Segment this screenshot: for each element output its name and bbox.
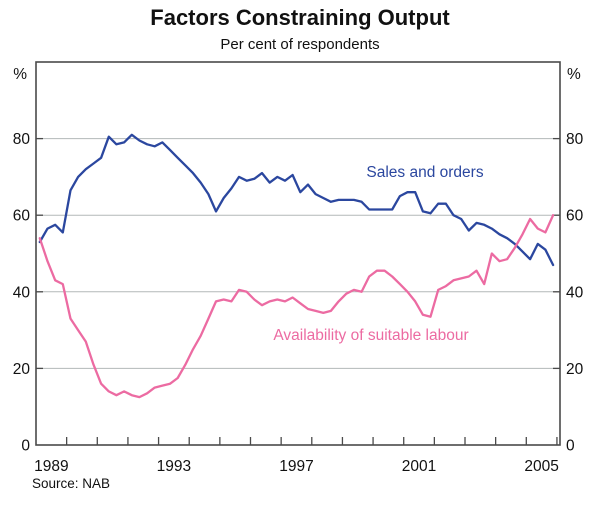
y-tick-label-right-80: 80 xyxy=(566,131,584,148)
x-label-1997: 1997 xyxy=(279,458,313,475)
series-line-0 xyxy=(38,133,555,267)
gridlines-group xyxy=(36,138,560,369)
y-unit-left: % xyxy=(13,66,27,83)
y-tick-labels-group: 0 0 20 20 40 40 60 60 80 80 xyxy=(13,131,584,454)
y-tick-label-right-0: 0 xyxy=(566,438,575,455)
y-tick-label-right-60: 60 xyxy=(566,208,584,225)
y-tick-label-left-80: 80 xyxy=(13,131,31,148)
x-label-1993: 1993 xyxy=(157,458,191,475)
series-label-0: Sales and orders xyxy=(366,164,483,181)
y-tick-label-left-40: 40 xyxy=(13,284,31,301)
source-note: Source: NAB xyxy=(32,476,111,491)
page-title: Factors Constraining Output xyxy=(150,5,450,30)
y-unit-right: % xyxy=(567,66,581,83)
plot-frame xyxy=(35,61,561,446)
y-tick-label-right-20: 20 xyxy=(566,361,584,378)
series-label-1: Availability of suitable labour xyxy=(273,327,468,344)
chart-subtitle: Per cent of respondents xyxy=(220,36,380,53)
y-tick-label-left-20: 20 xyxy=(13,361,31,378)
x-label-1989: 1989 xyxy=(34,458,68,475)
y-ticks-group xyxy=(36,137,560,370)
x-label-2005: 2005 xyxy=(524,458,558,475)
series-line-1 xyxy=(38,214,555,399)
y-tick-label-right-40: 40 xyxy=(566,284,584,301)
x-label-2001: 2001 xyxy=(402,458,436,475)
y-tick-label-left-60: 60 xyxy=(13,208,31,225)
x-ticks-group xyxy=(65,437,558,445)
x-labels-group: 1989 1993 1997 2001 2005 xyxy=(34,458,559,475)
y-tick-label-left-0: 0 xyxy=(21,438,30,455)
